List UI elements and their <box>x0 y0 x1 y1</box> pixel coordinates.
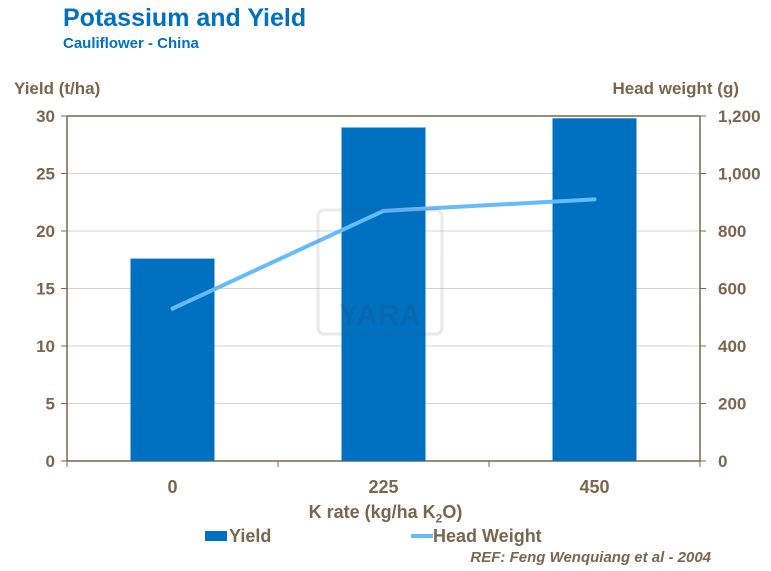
y2-axis-label: Head weight (g) <box>612 79 739 98</box>
legend-yield-label: Yield <box>229 526 272 546</box>
y2-tick-label: 1,000 <box>718 165 761 184</box>
watermark-text: YARA <box>339 299 421 332</box>
y2-tick-label: 400 <box>718 337 746 356</box>
x-tick-label: 225 <box>368 477 398 497</box>
x-label-sub: 2 <box>435 511 443 526</box>
legend-yield-swatch <box>205 531 227 541</box>
bar-yield <box>341 127 426 461</box>
reference-note: REF: Feng Wenquiang et al - 2004 <box>470 549 711 566</box>
y2-tick-label: 1,200 <box>718 107 761 126</box>
x-axis-label: K rate (kg/ha K2O) <box>0 502 771 526</box>
yara-watermark-logo: YARA <box>316 208 444 336</box>
chart-subtitle: Cauliflower - China <box>63 35 199 52</box>
y-axis-label: Yield (t/ha) <box>14 79 101 98</box>
x-label-main: K rate (kg/ha K <box>308 502 436 522</box>
y-tick-label: 5 <box>46 395 55 414</box>
x-label-end: O) <box>442 502 463 522</box>
y-tick-label: 0 <box>46 452 55 471</box>
y-tick-label: 25 <box>36 165 55 184</box>
y2-tick-label: 800 <box>718 222 746 241</box>
y-tick-label: 30 <box>36 107 55 126</box>
y2-tick-label: 200 <box>718 395 746 414</box>
x-tick-label: 450 <box>579 477 609 497</box>
legend-head-weight-swatch <box>411 534 433 538</box>
bar-yield <box>552 118 637 462</box>
y2-tick-label: 0 <box>718 452 727 471</box>
y-tick-label: 20 <box>36 222 55 241</box>
y-tick-label: 10 <box>36 337 55 356</box>
y2-tick-label: 600 <box>718 280 746 299</box>
chart-title: Potassium and Yield <box>63 4 307 32</box>
legend-head-weight-label: Head Weight <box>433 526 542 546</box>
y-tick-label: 15 <box>36 280 55 299</box>
bar-yield <box>130 258 215 461</box>
x-tick-label: 0 <box>167 477 177 497</box>
